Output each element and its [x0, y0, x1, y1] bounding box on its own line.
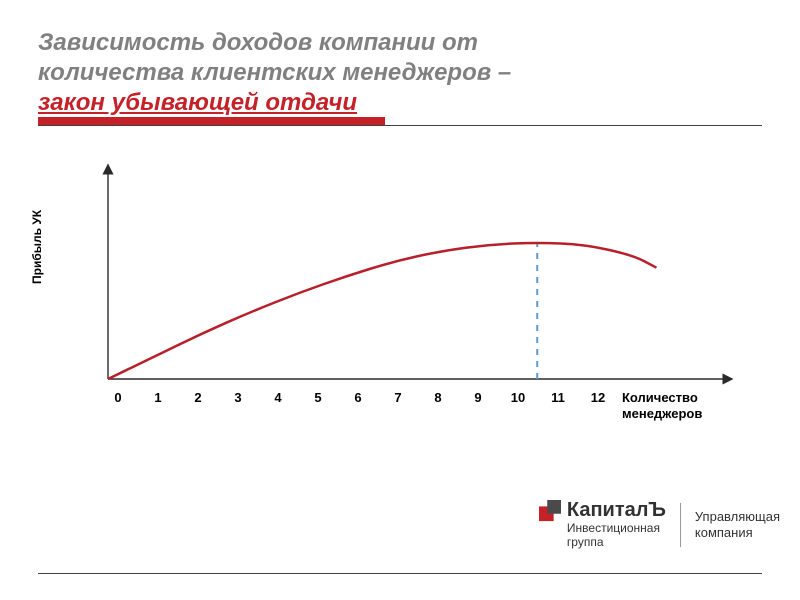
- x-tick: 3: [218, 390, 258, 405]
- x-axis-ticks: 0123456789101112: [98, 390, 618, 405]
- x-tick: 6: [338, 390, 378, 405]
- x-tick: 12: [578, 390, 618, 405]
- x-tick: 4: [258, 390, 298, 405]
- logo-divider: [680, 503, 681, 547]
- y-axis-label: Прибыль УК: [30, 210, 44, 284]
- x-tick: 10: [498, 390, 538, 405]
- x-tick: 2: [178, 390, 218, 405]
- logo-mark-icon: [539, 500, 561, 522]
- logo-left: КапиталЪ Инвестиционная группа: [539, 499, 666, 550]
- x-tick: 9: [458, 390, 498, 405]
- chart-svg: [78, 154, 758, 414]
- logo-subtitle: Инвестиционная группа: [567, 522, 660, 550]
- chart-container: Прибыль УК 0123456789101112 Количество м…: [38, 154, 762, 434]
- title-emphasis: закон убывающей отдачи: [38, 88, 762, 118]
- x-tick: 1: [138, 390, 178, 405]
- data-curve: [108, 243, 656, 379]
- x-tick: 8: [418, 390, 458, 405]
- title-line-1: Зависимость доходов компании от: [38, 28, 762, 58]
- slide-title: Зависимость доходов компании от количест…: [38, 28, 762, 125]
- x-tick: 11: [538, 390, 578, 405]
- x-axis-label: Количество менеджеров: [622, 390, 702, 423]
- logo-top: КапиталЪ: [539, 499, 666, 522]
- logo-block: КапиталЪ Инвестиционная группа Управляющ…: [539, 499, 780, 550]
- footer-rule: [38, 573, 762, 574]
- x-tick: 0: [98, 390, 138, 405]
- title-underline-bar: [38, 117, 385, 125]
- footer: [38, 559, 762, 574]
- header-rule: [38, 125, 762, 126]
- x-tick: 7: [378, 390, 418, 405]
- title-line-2: количества клиентских менеджеров –: [38, 58, 762, 88]
- logo-right-text: Управляющая компания: [695, 509, 780, 540]
- logo-name: КапиталЪ: [567, 499, 666, 522]
- x-tick: 5: [298, 390, 338, 405]
